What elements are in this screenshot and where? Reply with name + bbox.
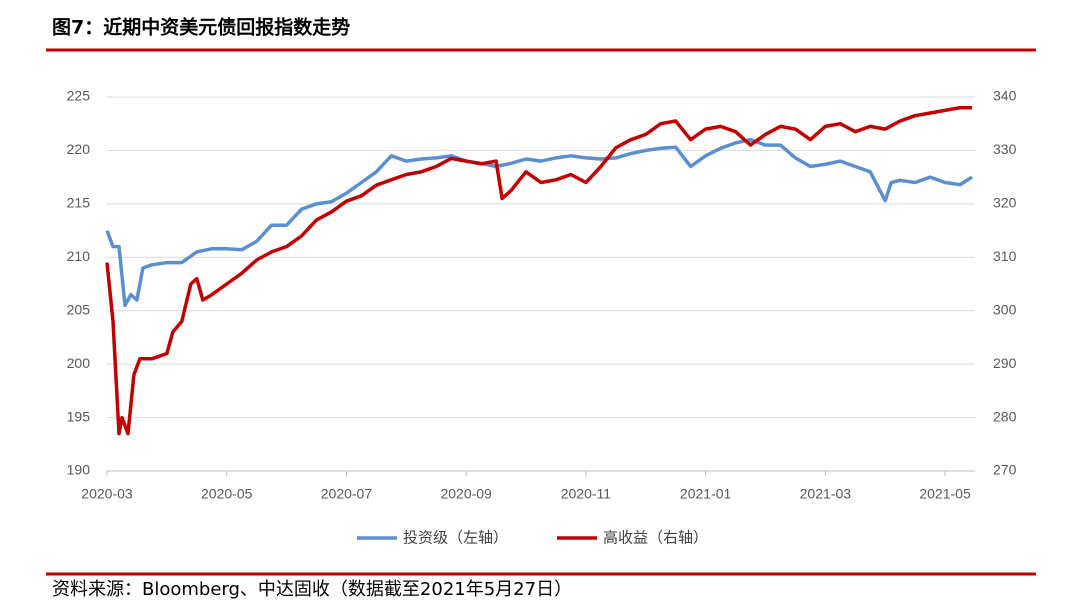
series-line xyxy=(105,105,972,436)
x-tick-label: 2021-03 xyxy=(800,486,852,502)
y-tick-label: 225 xyxy=(67,88,91,104)
y-tick-label: 205 xyxy=(67,301,91,317)
y2-tick-label: 320 xyxy=(993,195,1017,211)
legend-label: 高收益（右轴） xyxy=(603,529,708,547)
chart-title: 图7：近期中资美元债回报指数走势 xyxy=(52,16,350,39)
y-tick-label: 195 xyxy=(67,408,91,424)
legend-label: 投资级（左轴） xyxy=(403,529,508,547)
y2-tick-label: 290 xyxy=(993,355,1017,371)
y-tick-label: 190 xyxy=(67,462,91,478)
x-tick-label: 2020-07 xyxy=(321,486,373,502)
y2-tick-label: 280 xyxy=(993,408,1017,424)
y-tick-label: 210 xyxy=(67,248,91,264)
y2-tick-label: 300 xyxy=(993,301,1017,317)
y2-tick-label: 330 xyxy=(993,141,1017,157)
series-line xyxy=(105,137,973,308)
y-tick-label: 200 xyxy=(67,355,91,371)
y2-tick-label: 310 xyxy=(993,248,1017,264)
x-tick-label: 2020-09 xyxy=(440,486,492,502)
x-tick-label: 2020-03 xyxy=(81,486,133,502)
y-tick-label: 215 xyxy=(67,195,91,211)
x-tick-label: 2021-05 xyxy=(919,486,971,502)
y2-tick-label: 340 xyxy=(993,88,1017,104)
y-tick-label: 220 xyxy=(67,141,91,157)
x-tick-label: 2021-01 xyxy=(680,486,732,502)
x-tick-label: 2020-11 xyxy=(561,486,612,502)
source-note: 资料来源：Bloomberg、中达固收（数据截至2021年5月27日） xyxy=(52,579,572,600)
x-tick-label: 2020-05 xyxy=(201,486,253,502)
y2-tick-label: 270 xyxy=(993,462,1017,478)
